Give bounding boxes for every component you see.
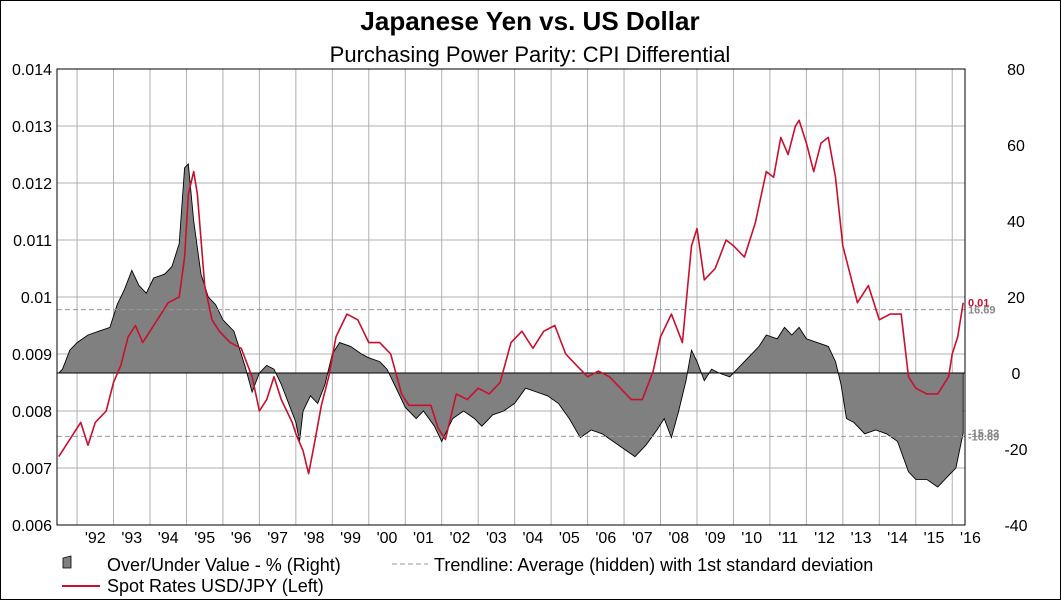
legend-label-over-under: Over/Under Value - % (Right)	[107, 555, 341, 575]
x-tick-label: '03	[486, 530, 507, 547]
chart-subtitle: Purchasing Power Parity: CPI Differentia…	[330, 42, 731, 67]
right-tick-label: 60	[1007, 138, 1025, 155]
x-tick-label: '04	[522, 530, 543, 547]
x-tick-label: '08	[668, 530, 689, 547]
x-tick-label: '96	[231, 530, 252, 547]
x-tick-label: '02	[450, 530, 471, 547]
legend-label-trendline: Trendline: Average (hidden) with 1st sta…	[434, 555, 873, 575]
chart-title: Japanese Yen vs. US Dollar	[360, 6, 699, 36]
x-tick-label: '00	[377, 530, 398, 547]
legend-swatch-area	[62, 555, 72, 569]
legend-item-spot-rate: Spot Rates USD/JPY (Left)	[62, 576, 324, 596]
right-tick-label: 80	[1007, 62, 1025, 79]
left-tick-label: 0.009	[12, 347, 52, 364]
right-tick-label: -20	[1004, 442, 1027, 459]
x-tick-label: '97	[267, 530, 288, 547]
x-tick-label: '12	[814, 530, 835, 547]
right-axis-ticks: -40 -20 0 20 40 60 80	[1004, 62, 1027, 535]
legend: Over/Under Value - % (Right) Trendline: …	[62, 555, 873, 596]
left-tick-label: 0.006	[12, 518, 52, 535]
left-tick-label: 0.011	[13, 233, 52, 250]
spot-rate-line	[58, 119, 964, 475]
spot-rate-line-series	[58, 119, 964, 475]
x-tick-label: '06	[595, 530, 616, 547]
end-label: 0.01	[968, 298, 989, 310]
over-under-area	[57, 162, 964, 488]
left-tick-label: 0.008	[12, 404, 52, 421]
left-tick-label: 0.012	[12, 176, 52, 193]
end-label: -16.69	[968, 431, 999, 443]
x-tick-label: '94	[158, 530, 179, 547]
x-axis-ticks: '92 '93 '94 '95 '96 '97 '98 '99 '00 '01 '02 '03 '04 '…	[85, 530, 981, 547]
x-tick-label: '10	[741, 530, 762, 547]
legend-item-trendline: Trendline: Average (hidden) with 1st sta…	[392, 555, 873, 575]
left-tick-label: 0.014	[12, 62, 52, 79]
right-tick-label: 0	[1012, 366, 1021, 383]
right-tick-label: 20	[1007, 290, 1025, 307]
x-tick-label: '95	[194, 530, 215, 547]
x-tick-label: '93	[121, 530, 142, 547]
left-tick-label: 0.013	[12, 119, 52, 136]
left-tick-label: 0.007	[12, 461, 52, 478]
x-tick-label: '09	[705, 530, 726, 547]
x-tick-label: '16	[960, 530, 981, 547]
right-tick-label: -40	[1004, 518, 1027, 535]
x-tick-label: '92	[85, 530, 106, 547]
legend-label-spot-rate: Spot Rates USD/JPY (Left)	[107, 576, 324, 596]
trendline-bands	[57, 309, 965, 437]
x-tick-label: '07	[632, 530, 653, 547]
legend-item-over-under: Over/Under Value - % (Right)	[62, 555, 341, 575]
x-tick-label: '05	[559, 530, 580, 547]
x-tick-label: '98	[304, 530, 325, 547]
x-tick-label: '13	[851, 530, 872, 547]
plot-frame	[56, 68, 966, 526]
right-tick-label: 40	[1007, 214, 1025, 231]
left-tick-label: 0.01	[21, 290, 52, 307]
over-under-area-series	[57, 162, 965, 488]
end-label: -15.83	[968, 428, 999, 440]
x-tick-label: '99	[340, 530, 361, 547]
x-tick-label: '15	[924, 530, 945, 547]
end-label: 16.69	[968, 305, 996, 317]
x-tick-label: '01	[413, 530, 434, 547]
left-axis-ticks: 0.006 0.007 0.008 0.009 0.01 0.011 0.012 0.013 0…	[12, 62, 52, 535]
x-tick-label: '14	[887, 530, 908, 547]
x-tick-label: '11	[778, 530, 798, 547]
